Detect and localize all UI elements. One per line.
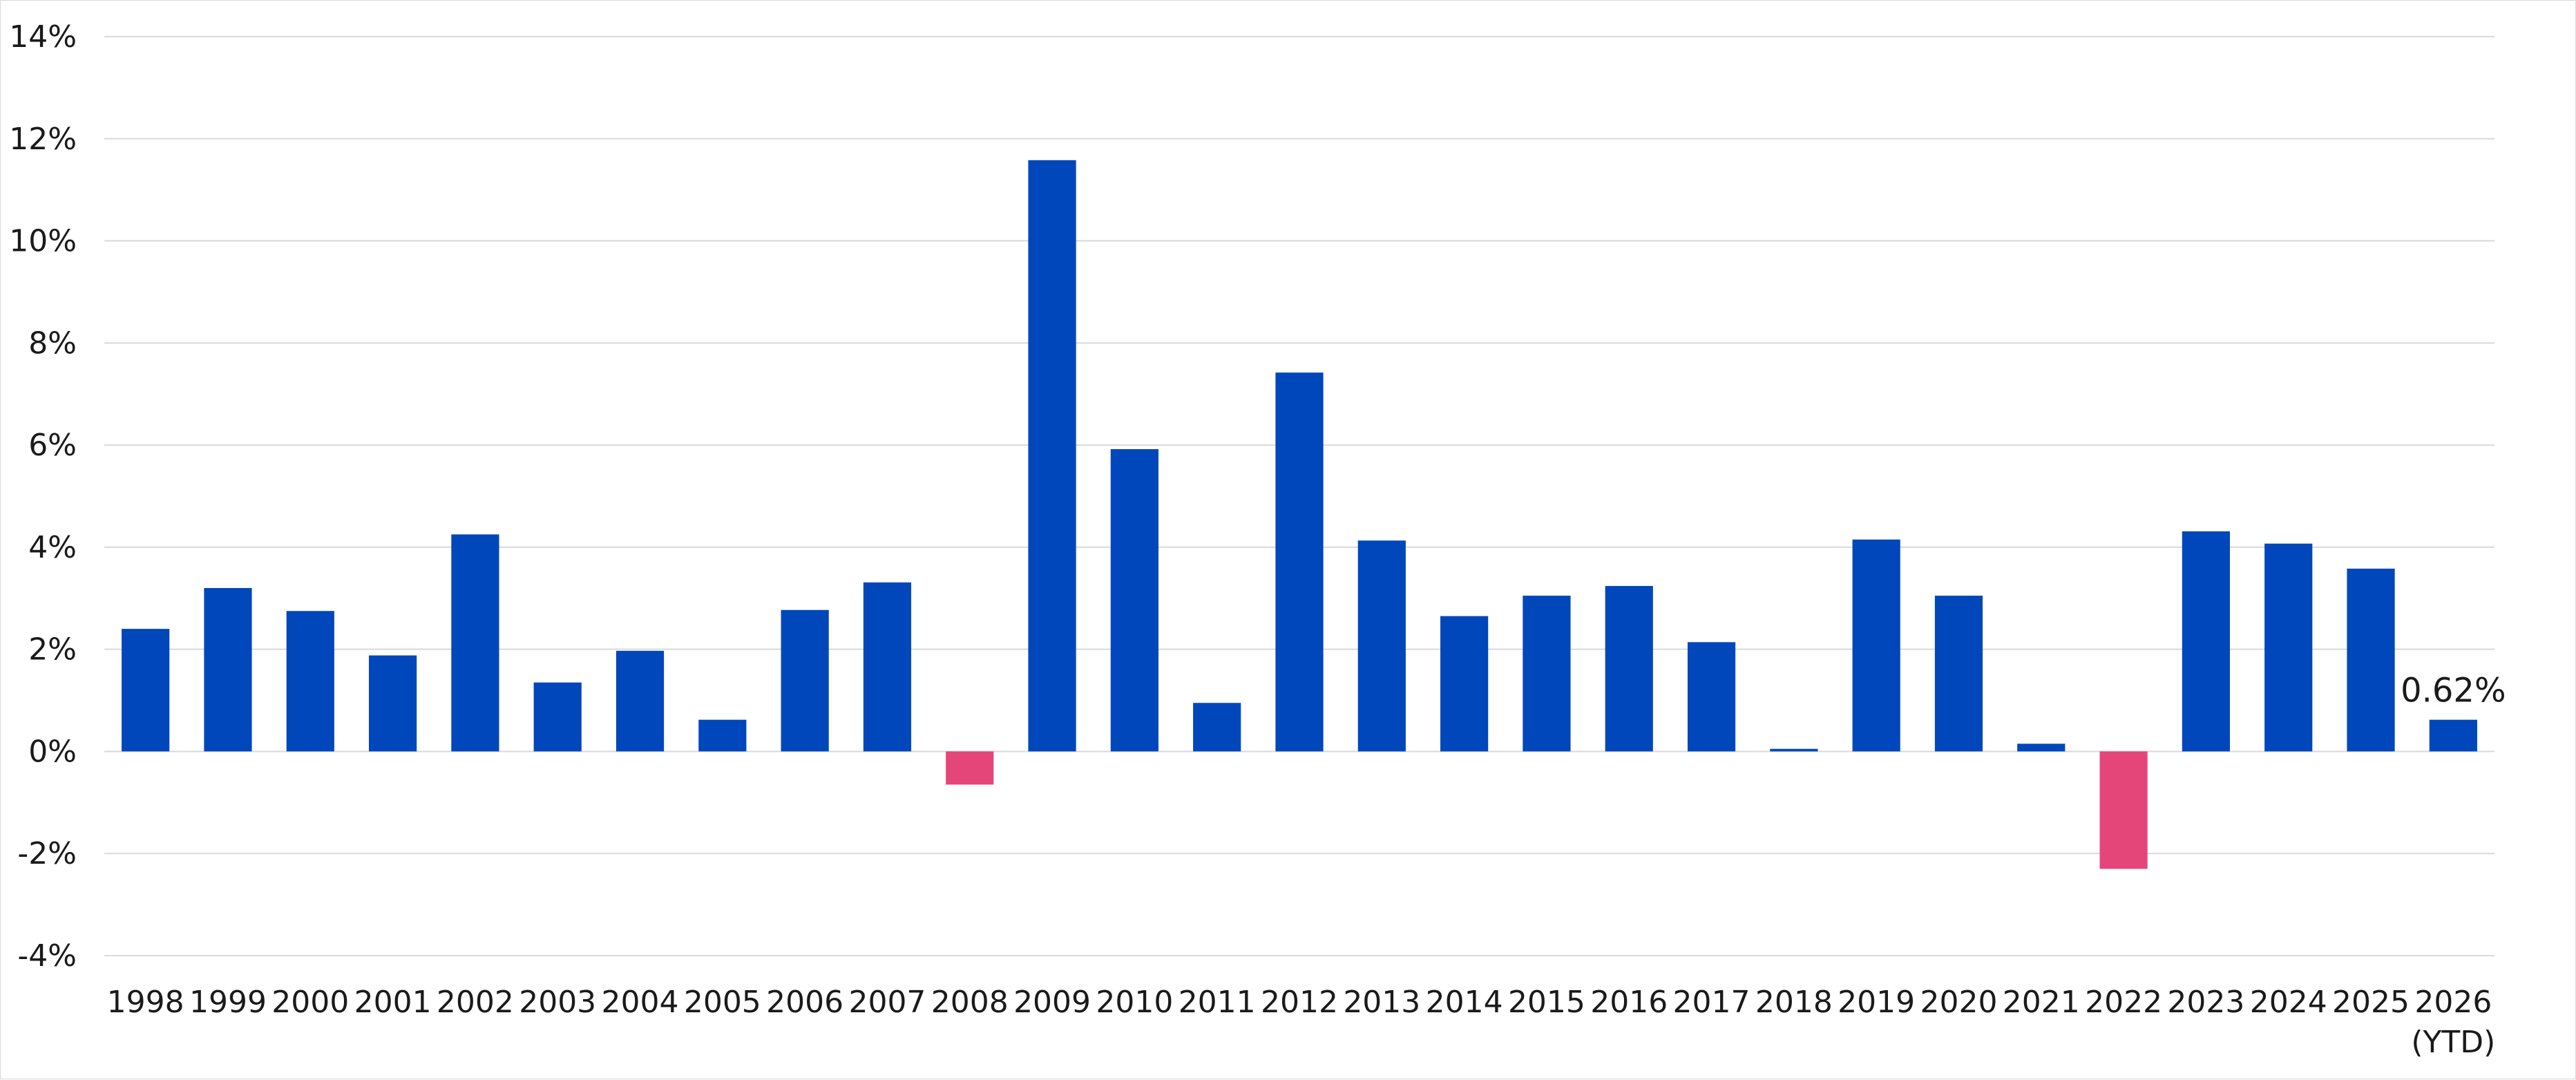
- bar-2008: [946, 751, 994, 785]
- bar-1998: [122, 629, 170, 752]
- bar-2018: [1770, 748, 1818, 752]
- bar-2011: [1193, 703, 1241, 752]
- bar-2016: [1605, 586, 1653, 752]
- x-axis-category-labels: 1998 1999 2000 2001 2002 2003 2004 2005 2006 2007…: [107, 985, 2496, 1060]
- x-tick-label: 2003: [519, 985, 596, 1020]
- bar-2006: [781, 609, 829, 752]
- y-tick-label: 4%: [28, 530, 77, 565]
- bars: [122, 160, 2477, 869]
- x-tick-label: 2018: [1755, 985, 1833, 1020]
- y-tick-label: -2%: [17, 836, 77, 871]
- y-axis-tick-labels: -4% -2% 0% 2% 4% 6% 8% 10% 12% 14%: [9, 19, 77, 974]
- bar-2012: [1275, 372, 1324, 752]
- data-label: 0.62%: [2401, 672, 2506, 710]
- x-tick-label: 2024: [2250, 985, 2327, 1020]
- x-tick-label: 2014: [1426, 985, 1503, 1020]
- bar-2003: [533, 682, 582, 752]
- x-tick-label: 2020: [1920, 985, 1997, 1020]
- bar-2000: [286, 611, 334, 752]
- x-tick-label: 2016: [1590, 985, 1668, 1020]
- x-tick-label: 2025: [2332, 985, 2410, 1020]
- x-tick-label: 2026 (YTD): [2411, 985, 2495, 1060]
- bar-1999: [204, 588, 252, 752]
- x-tick-label: 2007: [848, 985, 926, 1020]
- x-tick-label: 2001: [354, 985, 432, 1020]
- y-tick-label: 10%: [9, 224, 77, 259]
- bar-2015: [1523, 596, 1571, 752]
- bar-2019: [1852, 539, 1900, 752]
- x-tick-label: 2022: [2085, 985, 2162, 1020]
- x-tick-label: 1999: [189, 985, 267, 1020]
- bar-2021: [2017, 743, 2065, 752]
- bar-2017: [1687, 642, 1736, 752]
- x-tick-label: 2013: [1343, 985, 1420, 1020]
- y-tick-label: 12%: [9, 122, 77, 157]
- bar-2005: [698, 719, 747, 752]
- bar-2022: [2099, 751, 2148, 869]
- bar-2007: [863, 582, 912, 752]
- bar-2025: [2347, 568, 2395, 752]
- bar-2026: [2429, 719, 2477, 752]
- x-tick-label: 2023: [2167, 985, 2244, 1020]
- bar-2013: [1357, 540, 1406, 752]
- x-tick-label: 2002: [437, 985, 514, 1020]
- bar-2020: [1934, 596, 1983, 752]
- bar-2010: [1110, 449, 1158, 752]
- bar-2014: [1440, 616, 1489, 752]
- y-tick-label: -4%: [17, 938, 77, 974]
- y-tick-label: 0%: [28, 734, 77, 769]
- y-tick-label: 6%: [28, 428, 77, 463]
- x-tick-label: 2015: [1508, 985, 1585, 1020]
- x-tick-label: 2019: [1838, 985, 1915, 1020]
- y-tick-label: 14%: [9, 19, 77, 55]
- bar-2009: [1028, 160, 1076, 752]
- bar-2001: [368, 655, 417, 752]
- y-tick-label: 2%: [28, 632, 77, 667]
- x-tick-label: 1998: [107, 985, 184, 1020]
- x-tick-label: 2021: [2003, 985, 2080, 1020]
- bar-2024: [2264, 543, 2313, 752]
- x-tick-label: 2000: [271, 985, 349, 1020]
- x-tick-label: 2011: [1179, 985, 1256, 1020]
- x-tick-label: 2008: [931, 985, 1009, 1020]
- data-labels: 0.62%: [2401, 672, 2506, 710]
- x-tick-label: 2010: [1096, 985, 1173, 1020]
- bar-2002: [451, 534, 499, 752]
- bar-2004: [616, 650, 665, 752]
- y-tick-label: 8%: [28, 325, 77, 361]
- x-tick-label: 2009: [1013, 985, 1091, 1020]
- x-tick-label: 2005: [684, 985, 761, 1020]
- x-tick-label: 2004: [602, 985, 679, 1020]
- bar-2023: [2182, 531, 2231, 752]
- x-tick-label: 2017: [1673, 985, 1750, 1020]
- x-tick-label: 2012: [1261, 985, 1338, 1020]
- x-tick-label: 2006: [766, 985, 843, 1020]
